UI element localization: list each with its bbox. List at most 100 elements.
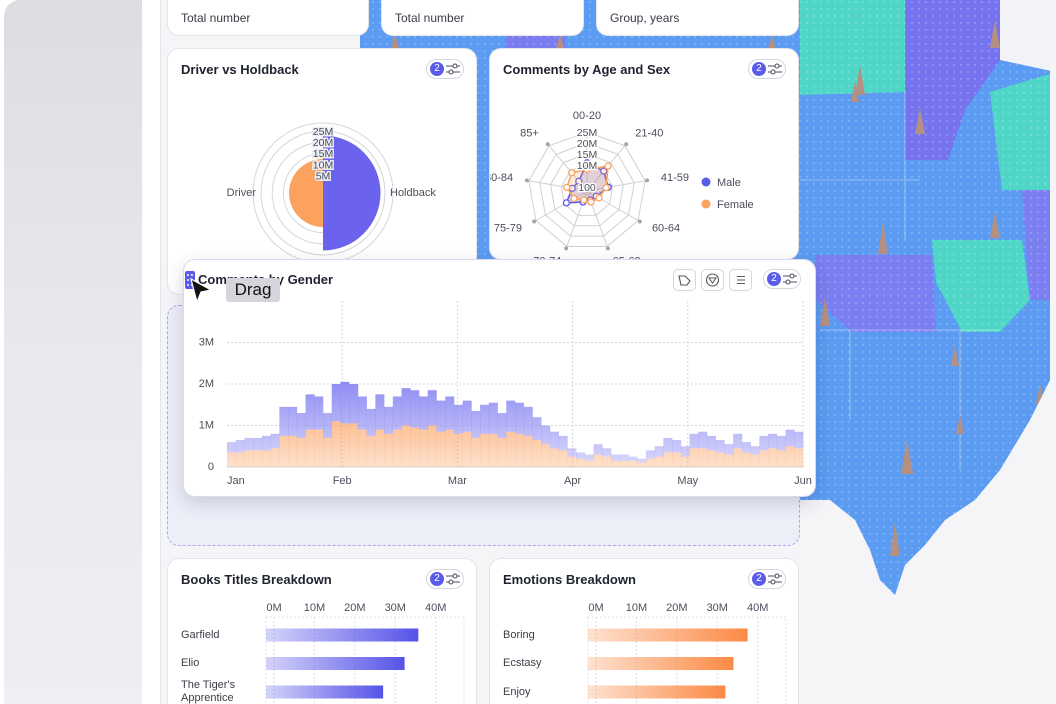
category-label: The Tiger's Apprentice bbox=[181, 679, 236, 704]
area-step bbox=[375, 394, 385, 430]
area-step bbox=[523, 406, 533, 436]
filter-badge[interactable]: 2 bbox=[426, 59, 464, 79]
area-step bbox=[349, 384, 359, 424]
area-step bbox=[768, 433, 778, 449]
area-step bbox=[750, 446, 760, 455]
area-step bbox=[549, 431, 559, 449]
polar-sector bbox=[289, 159, 323, 227]
radar-point bbox=[602, 183, 610, 192]
area-step bbox=[261, 435, 271, 451]
area-step bbox=[741, 442, 751, 453]
spoke-dot bbox=[564, 246, 569, 251]
category-label: 65-69 bbox=[613, 255, 641, 259]
x-tick-label: 20M bbox=[344, 602, 365, 614]
spoke-dot bbox=[545, 142, 550, 147]
area-step bbox=[253, 450, 263, 467]
area-step bbox=[445, 396, 455, 430]
spoke-dot bbox=[645, 178, 650, 183]
spoke-dot bbox=[532, 219, 537, 224]
area-step bbox=[506, 431, 516, 467]
area-step bbox=[462, 400, 472, 432]
x-tick-label: Feb bbox=[333, 475, 352, 487]
area-step bbox=[357, 429, 367, 467]
area-step bbox=[384, 433, 394, 467]
x-tick-label: 20M bbox=[666, 602, 687, 614]
radar-spoke bbox=[535, 190, 588, 221]
area-step bbox=[759, 450, 769, 467]
kpi-card: Total number bbox=[167, 0, 369, 36]
x-tick-label: Apr bbox=[564, 475, 581, 487]
area-step bbox=[314, 429, 324, 467]
area-step bbox=[680, 456, 690, 467]
area-step bbox=[244, 450, 254, 467]
toolbar-button[interactable] bbox=[701, 269, 724, 291]
radar-point bbox=[604, 162, 612, 170]
area-step bbox=[558, 450, 568, 467]
radar-ring bbox=[582, 186, 592, 196]
kpi-card: Total number bbox=[381, 0, 584, 36]
area-step bbox=[410, 390, 420, 428]
chart-area: 0M 10M 20M 30M 40M bbox=[265, 602, 465, 704]
dragged-widget-card[interactable]: JanFebMarAprMayJun01M2M3MComments by Gen… bbox=[183, 259, 816, 497]
filter-badge[interactable]: 2 bbox=[748, 569, 786, 589]
kpi-label: Group, years bbox=[610, 11, 680, 25]
area-step bbox=[593, 444, 603, 455]
area-step bbox=[532, 417, 542, 441]
category-label: Enjoy bbox=[503, 685, 531, 698]
area-step bbox=[436, 400, 446, 432]
area-step bbox=[741, 452, 751, 467]
area-step bbox=[270, 448, 280, 467]
area-step bbox=[759, 435, 769, 451]
filter-badge[interactable]: 2 bbox=[763, 269, 801, 289]
ring-label: 15M bbox=[577, 149, 597, 161]
category-label: 70-74 bbox=[533, 255, 561, 259]
radar-point bbox=[563, 183, 571, 192]
area-step bbox=[384, 406, 394, 434]
area-step bbox=[654, 456, 664, 467]
spoke-dot bbox=[624, 142, 629, 147]
spoke-dot bbox=[524, 178, 529, 183]
area-step bbox=[436, 431, 446, 467]
radar-ring bbox=[560, 164, 614, 216]
area-step bbox=[419, 429, 429, 467]
x-tick-label: 0M bbox=[588, 602, 603, 614]
area-step bbox=[366, 408, 376, 436]
legend-label: Male bbox=[717, 177, 741, 189]
x-tick-label: 40M bbox=[747, 602, 768, 614]
area-step bbox=[401, 425, 411, 467]
badge-count: 2 bbox=[752, 572, 766, 586]
area-step bbox=[296, 437, 306, 467]
area-step bbox=[270, 433, 280, 449]
area-step bbox=[427, 390, 437, 426]
area-step bbox=[340, 423, 350, 467]
filter-badge[interactable]: 2 bbox=[426, 569, 464, 589]
x-tick-label: 0M bbox=[266, 602, 281, 614]
area-step bbox=[619, 460, 629, 467]
ring-label: 20M bbox=[313, 137, 333, 149]
toolbar-button[interactable] bbox=[729, 269, 752, 291]
x-tick-label: 30M bbox=[385, 602, 406, 614]
card-title: Comments by Age and Sex bbox=[503, 62, 671, 77]
category-label: Elio bbox=[181, 657, 200, 669]
area-step bbox=[715, 452, 725, 467]
area-step bbox=[323, 413, 333, 438]
area-step bbox=[288, 435, 298, 467]
area-step bbox=[392, 429, 402, 467]
toolbar-button[interactable] bbox=[673, 269, 696, 291]
category-label: 75-79 bbox=[494, 222, 522, 234]
ring-label: 5M bbox=[316, 171, 331, 183]
area-step bbox=[689, 448, 699, 467]
radar-area bbox=[565, 165, 609, 203]
filter-badge[interactable]: 2 bbox=[748, 59, 786, 79]
bar bbox=[266, 628, 419, 642]
y-tick-label: 0 bbox=[208, 461, 214, 473]
category-label: Ecstasy bbox=[503, 657, 542, 669]
area-step bbox=[663, 452, 673, 467]
x-tick-label: 30M bbox=[707, 602, 728, 614]
chart-area: Jan Feb Mar Apr May Jun 0 1M 2M 3M bbox=[199, 301, 812, 487]
area-step bbox=[645, 450, 655, 459]
card-title: Driver vs Holdback bbox=[181, 62, 299, 77]
area-step bbox=[401, 388, 411, 426]
